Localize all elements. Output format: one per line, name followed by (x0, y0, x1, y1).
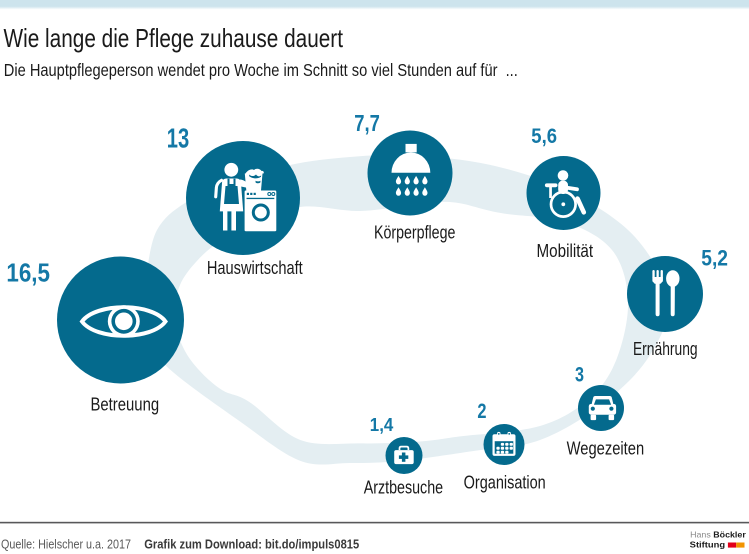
svg-text:Betreuung: Betreuung (91, 394, 160, 415)
svg-text:Die Hauptpflegeperson wendet p: Die Hauptpflegeperson wendet pro Woche i… (4, 60, 518, 80)
svg-text:Wegezeiten: Wegezeiten (567, 438, 645, 459)
svg-text:Stiftung: Stiftung (690, 541, 725, 550)
svg-text:Arztbesuche: Arztbesuche (364, 477, 443, 498)
svg-text:3: 3 (575, 363, 584, 387)
svg-text:Körperpflege: Körperpflege (374, 221, 455, 242)
svg-text:13: 13 (167, 123, 189, 154)
svg-text:5,6: 5,6 (531, 124, 557, 148)
svg-text:Hans Böckler: Hans Böckler (690, 530, 747, 539)
svg-text:Grafik zum Download: bit.do/im: Grafik zum Download: bit.do/impuls0815 (144, 537, 360, 552)
svg-text:7,7: 7,7 (354, 110, 380, 136)
svg-text:Mobilität: Mobilität (537, 240, 594, 261)
svg-text:Organisation: Organisation (464, 472, 546, 493)
svg-text:Quelle: Hielscher u.a. 2017: Quelle: Hielscher u.a. 2017 (1, 537, 131, 552)
svg-text:Wie lange die Pflege zuhause d: Wie lange die Pflege zuhause dauert (4, 23, 344, 53)
svg-text:Ernährung: Ernährung (633, 338, 698, 359)
svg-text:1,4: 1,4 (370, 415, 394, 436)
svg-text:Hauswirtschaft: Hauswirtschaft (207, 257, 303, 278)
svg-text:16,5: 16,5 (6, 260, 50, 288)
svg-text:5,2: 5,2 (701, 246, 728, 271)
svg-text:2: 2 (477, 399, 486, 423)
